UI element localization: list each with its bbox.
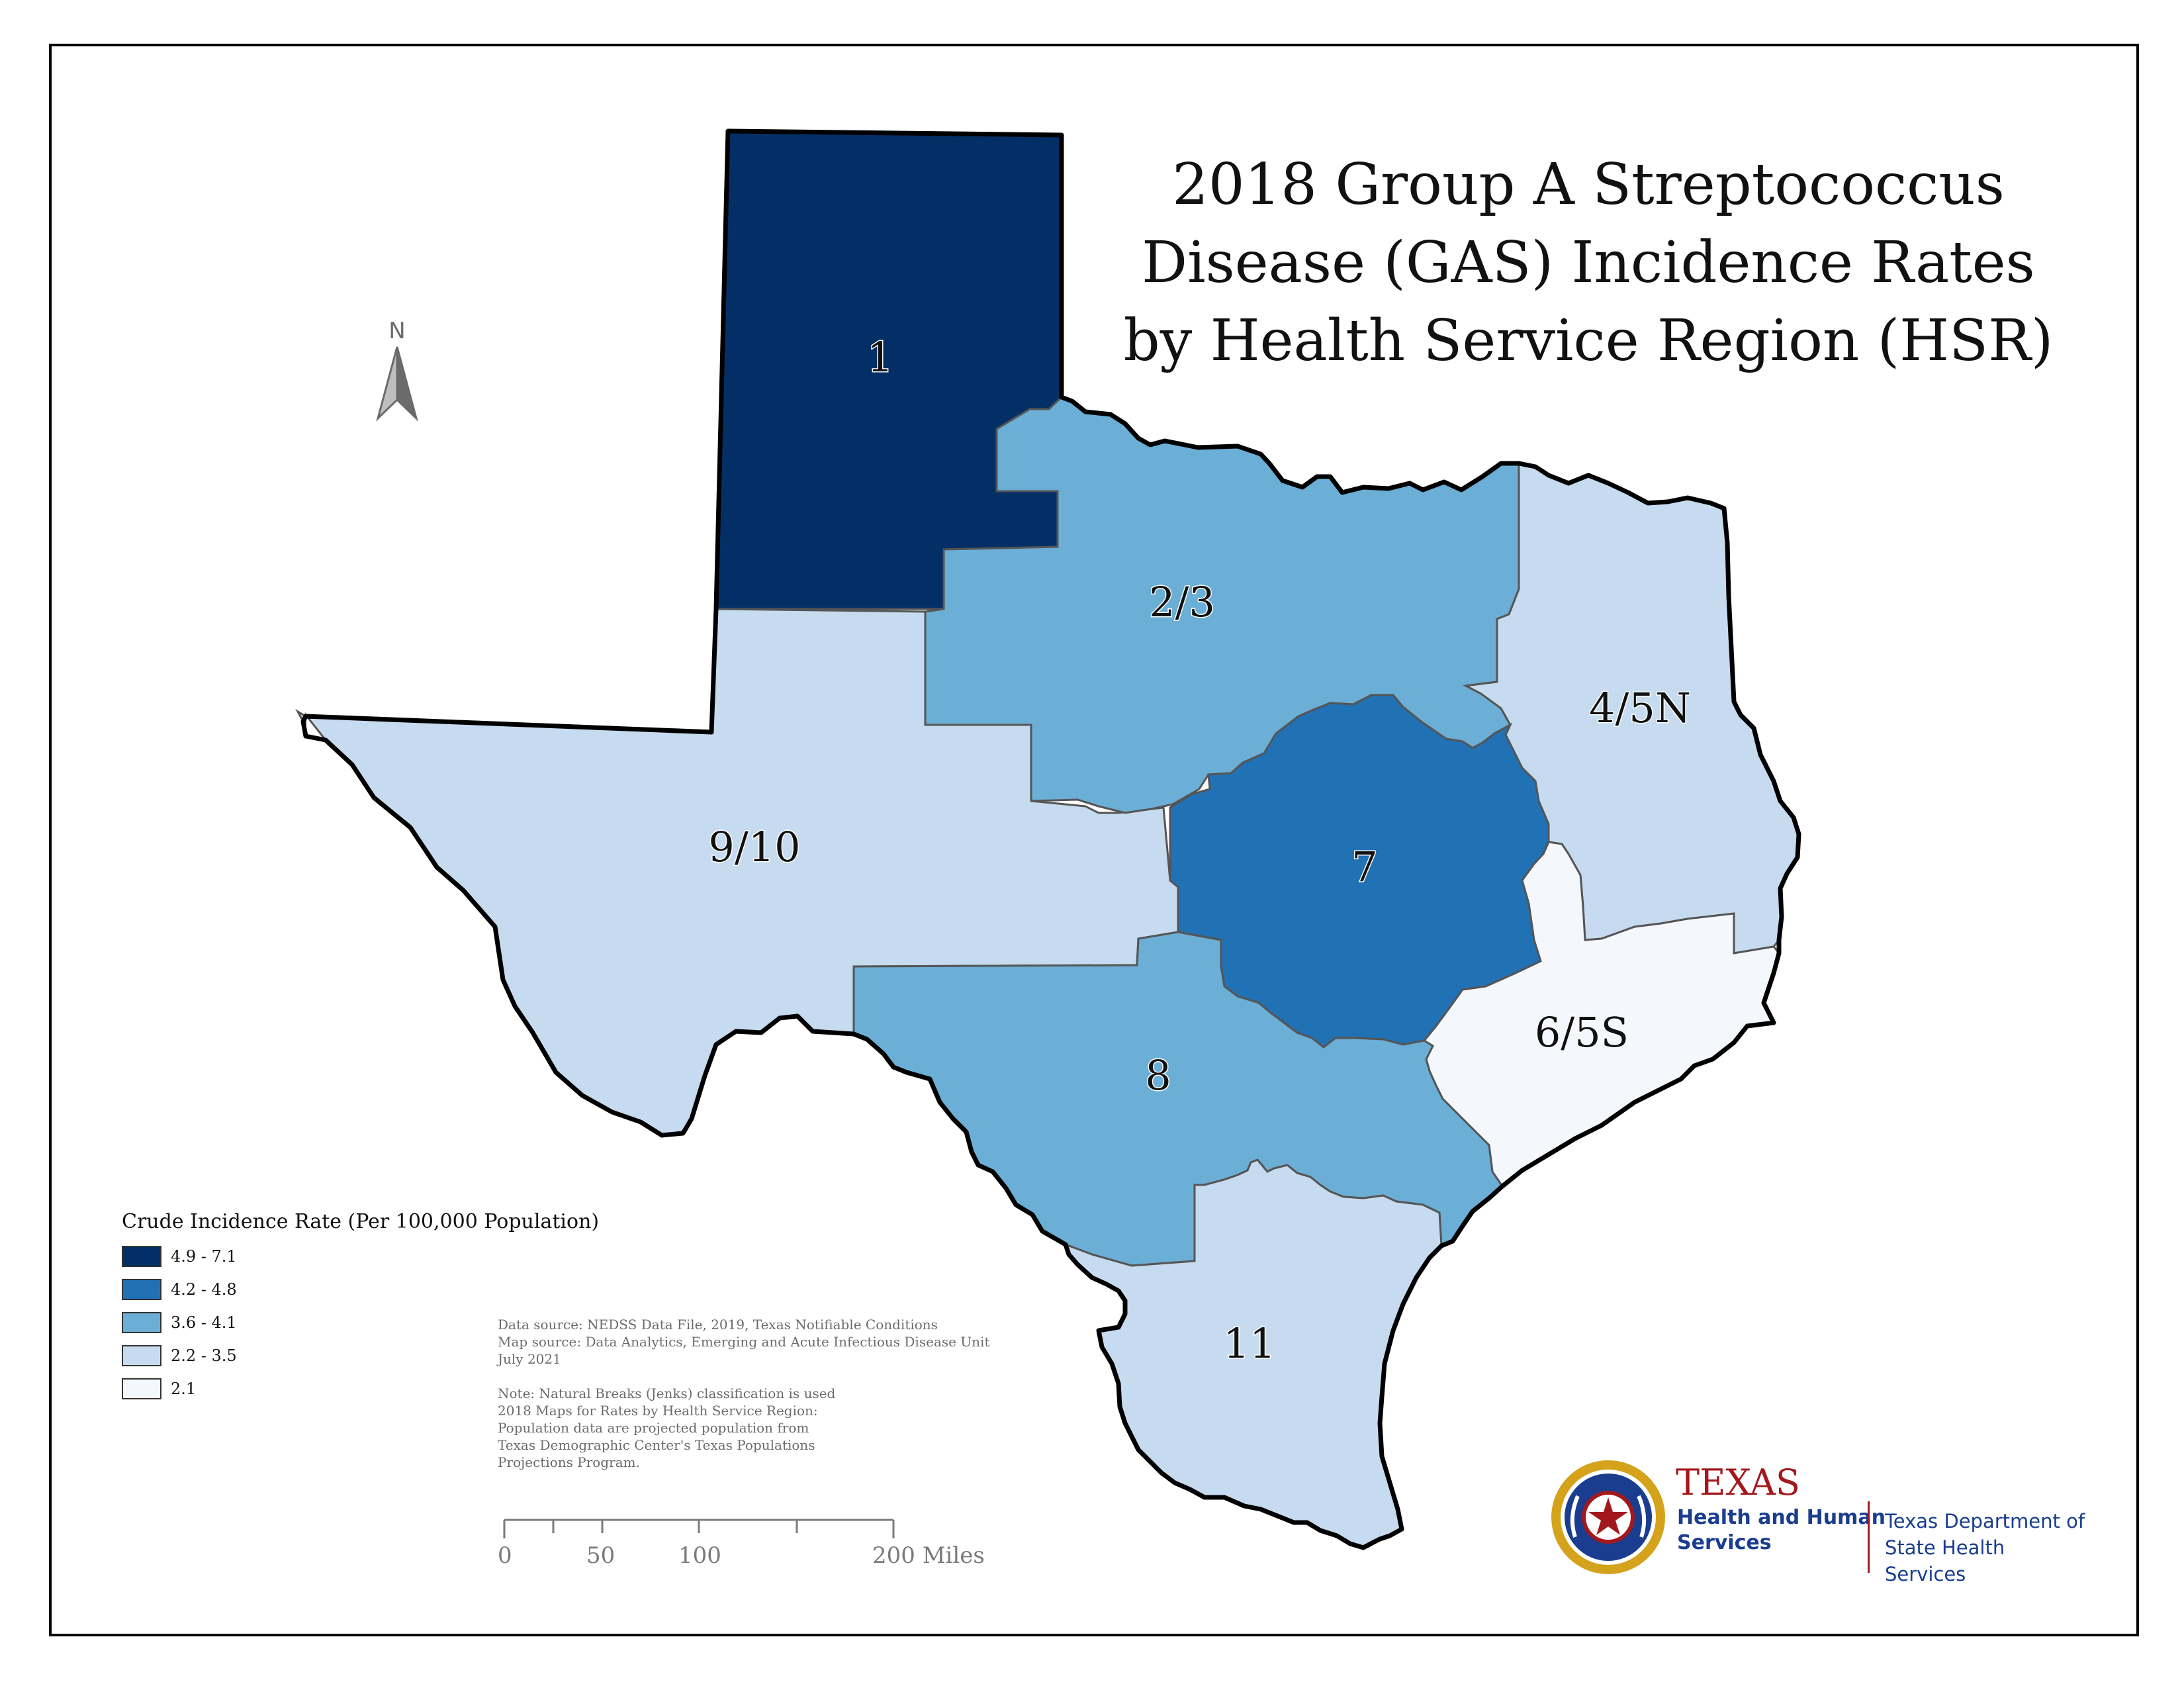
hhs-line-2: Services xyxy=(1677,1531,1772,1554)
region-label-1: 1 xyxy=(867,333,893,381)
scale-label-200: 200 Miles xyxy=(872,1542,985,1569)
legend-item: 3.6 - 4.1 xyxy=(122,1306,599,1339)
legend-swatch xyxy=(122,1246,161,1267)
scale-bar-line xyxy=(503,1519,895,1538)
logo-divider xyxy=(1868,1501,1870,1573)
region-label-8: 8 xyxy=(1145,1051,1171,1100)
legend-label: 3.6 - 4.1 xyxy=(171,1313,237,1332)
map-notes: Data source: NEDSS Data File, 2019, Texa… xyxy=(498,1316,989,1471)
legend-swatch xyxy=(122,1279,161,1300)
dshs-line-1: Texas Department of xyxy=(1885,1510,2085,1532)
scale-label-50: 50 xyxy=(586,1542,615,1569)
hhs-wordmark: Health and Human Services xyxy=(1677,1505,1886,1556)
note-line-4: Texas Demographic Center's Texas Populat… xyxy=(498,1437,815,1453)
texas-outline xyxy=(300,128,1801,1550)
north-arrow: N xyxy=(367,318,427,424)
region-label-11: 11 xyxy=(1224,1319,1276,1368)
region-label-9-10: 9/10 xyxy=(708,823,800,871)
data-source-text: Data source: NEDSS Data File, 2019, Texa… xyxy=(498,1317,938,1333)
note-line-3: Population data are projected population… xyxy=(498,1420,809,1436)
note-line-2: 2018 Maps for Rates by Health Service Re… xyxy=(498,1403,818,1419)
map-source-text: Map source: Data Analytics, Emerging and… xyxy=(498,1334,990,1350)
legend-label: 4.9 - 7.1 xyxy=(171,1247,237,1266)
north-arrow-icon xyxy=(376,346,418,422)
scale-label-0: 0 xyxy=(498,1542,512,1569)
legend-swatch xyxy=(122,1345,161,1366)
north-label: N xyxy=(388,318,406,344)
legend-title: Crude Incidence Rate (Per 100,000 Popula… xyxy=(122,1210,600,1233)
map-frame xyxy=(49,44,2139,1636)
texas-seal-icon xyxy=(1551,1460,1665,1574)
note-line-5: Projections Program. xyxy=(498,1454,640,1470)
legend-swatch xyxy=(122,1312,161,1333)
hhs-line-1: Health and Human xyxy=(1677,1506,1886,1529)
legend-label: 4.2 - 4.8 xyxy=(171,1280,237,1299)
legend-item: 4.9 - 7.1 xyxy=(122,1240,599,1273)
legend-swatch xyxy=(122,1378,161,1399)
legend-label: 2.1 xyxy=(171,1380,197,1398)
legend-item: 4.2 - 4.8 xyxy=(122,1273,599,1306)
legend-item: 2.1 xyxy=(122,1372,599,1405)
hhs-logo: TEXAS Health and Human Services Texas De… xyxy=(1549,1456,2091,1585)
title-line-2: Disease (GAS) Incidence Rates xyxy=(1142,230,2035,296)
date-text: July 2021 xyxy=(498,1351,561,1367)
title-line-1: 2018 Group A Streptococcus xyxy=(1172,152,2005,218)
region-label-6-5s: 6/5S xyxy=(1535,1008,1629,1056)
region-label-7: 7 xyxy=(1351,843,1377,891)
map-title: 2018 Group A Streptococcus Disease (GAS)… xyxy=(1085,146,2091,380)
scale-bar: 0 50 100 200 Miles xyxy=(490,1508,985,1574)
legend-label: 2.2 - 3.5 xyxy=(171,1346,237,1365)
region-label-2-3: 2/3 xyxy=(1149,578,1215,626)
dshs-wordmark: Texas Department of State Health Service… xyxy=(1885,1508,2091,1587)
texas-wordmark: TEXAS xyxy=(1676,1462,1800,1503)
note-line-1: Note: Natural Breaks (Jenks) classificat… xyxy=(498,1385,836,1401)
legend: Crude Incidence Rate (Per 100,000 Popula… xyxy=(122,1210,599,1405)
title-line-3: by Health Service Region (HSR) xyxy=(1123,308,2054,374)
scale-label-100: 100 xyxy=(678,1542,721,1569)
dshs-line-2: State Health Services xyxy=(1885,1536,2005,1585)
region-label-4-5n: 4/5N xyxy=(1589,684,1691,732)
legend-item: 2.2 - 3.5 xyxy=(122,1339,599,1372)
